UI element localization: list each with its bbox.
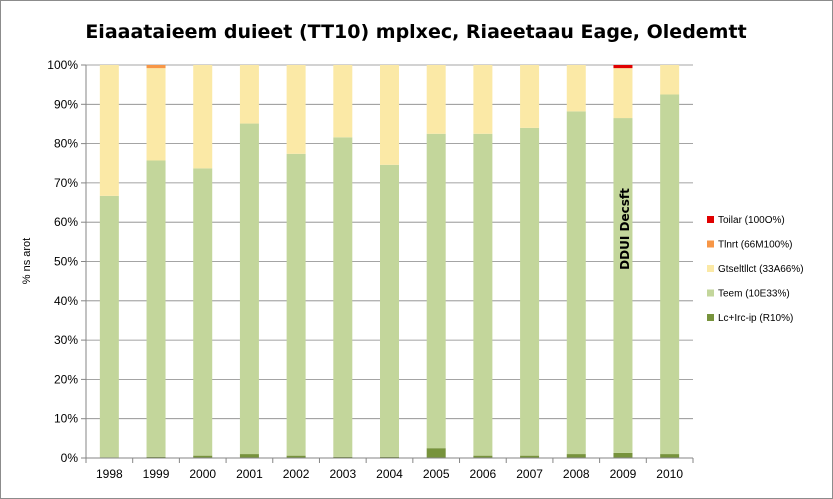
bar-segment xyxy=(426,133,446,449)
y-tick-label: 70% xyxy=(54,176,78,190)
bar-segment xyxy=(146,456,166,458)
bar-segment xyxy=(613,65,633,69)
bar-segment xyxy=(193,65,213,169)
x-tick-label: 2009 xyxy=(610,467,637,481)
x-tick-label: 2005 xyxy=(423,467,450,481)
bar-segment xyxy=(286,65,306,154)
bar-segment xyxy=(520,455,540,458)
bar-segment xyxy=(613,452,633,458)
bar-segment xyxy=(286,455,306,458)
y-tick-label: 100% xyxy=(47,58,78,72)
bar-segment xyxy=(333,65,353,138)
bar-segment xyxy=(146,160,166,457)
legend-label: Gtseltllct (33A66%) xyxy=(718,264,804,275)
bar-segment xyxy=(613,118,633,453)
bar-segment xyxy=(566,65,586,112)
legend-swatch xyxy=(707,314,714,321)
chart-title: Eiaaataieem duieet (TT10) mplxec, Riaeet… xyxy=(85,21,746,43)
y-tick-label: 80% xyxy=(54,137,78,151)
bar-segment xyxy=(380,164,399,457)
x-tick-labels: 1998 1999 2000 2001 2002 2003 2004 2005 2006 2007… xyxy=(96,467,683,481)
bar-segment xyxy=(193,168,213,456)
bar-segment xyxy=(99,195,119,458)
legend-label: Tlnrt (66M100%) xyxy=(718,240,792,251)
bar-segment xyxy=(333,456,353,458)
bar-segment xyxy=(473,65,493,134)
x-tick-label: 2003 xyxy=(329,467,356,481)
x-tick-label: 2004 xyxy=(376,467,403,481)
legend-swatch xyxy=(707,265,714,272)
bar-segment xyxy=(239,123,259,455)
y-tick-label: 30% xyxy=(54,333,78,347)
bar-segment xyxy=(660,94,680,455)
x-tick-label: 2006 xyxy=(470,467,497,481)
x-tick-label: 2010 xyxy=(656,467,683,481)
annotations: DDUI Decsft xyxy=(618,188,632,270)
bar-segment xyxy=(520,65,540,128)
y-tick-labels: 0% 10% 20% 30% 40% 50% 60% 70% 80% 90% 100% xyxy=(47,58,78,465)
legend-label: Lc+Irc-ip (R10%) xyxy=(718,313,793,324)
bar-segment xyxy=(146,68,166,161)
legend-label: Toilar (100O%) xyxy=(718,215,785,226)
y-tick-label: 20% xyxy=(54,372,78,386)
y-tick-label: 50% xyxy=(54,255,78,269)
legend: Toilar (100O%) Tlnrt (66M100%) Gtseltllct … xyxy=(707,215,804,324)
axes xyxy=(81,64,694,463)
x-tick-label: 2007 xyxy=(516,467,543,481)
y-tick-label: 60% xyxy=(54,215,78,229)
y-tick-label: 40% xyxy=(54,294,78,308)
bar-segment xyxy=(613,68,633,119)
bar-segment xyxy=(473,455,493,458)
bar-segment xyxy=(239,454,259,458)
bar-segment xyxy=(660,454,680,458)
bar-segment xyxy=(426,448,446,458)
bar-segment xyxy=(380,456,399,458)
y-tick-label: 90% xyxy=(54,97,78,111)
legend-swatch xyxy=(707,240,714,248)
bar-segment xyxy=(473,133,493,456)
legend-swatch xyxy=(707,216,714,223)
x-tick-label: 1999 xyxy=(143,467,170,481)
y-axis-label: % ns arot xyxy=(21,238,33,284)
bar-segment xyxy=(193,455,213,458)
bar-segment xyxy=(426,65,446,134)
x-tick-label: 2002 xyxy=(283,467,310,481)
bar-segment xyxy=(333,137,353,457)
annotation-label: DDUI Decsft xyxy=(618,188,632,270)
legend-label: Teem (10E33%) xyxy=(718,289,790,300)
bar-segment xyxy=(239,65,259,124)
x-tick-label: 2001 xyxy=(236,467,263,481)
x-tick-label: 2008 xyxy=(563,467,590,481)
bar-segment xyxy=(520,127,540,456)
bar-segment xyxy=(99,65,119,196)
x-tick-label: 1998 xyxy=(96,467,123,481)
y-tick-label: 10% xyxy=(54,412,78,426)
bar-segment xyxy=(286,153,306,456)
bar-segment xyxy=(380,65,399,165)
bar-segment xyxy=(660,65,680,95)
bar-segment xyxy=(566,111,586,455)
y-tick-label: 0% xyxy=(61,451,79,465)
x-tick-label: 2000 xyxy=(189,467,216,481)
bar-series xyxy=(99,65,680,458)
bar-segment xyxy=(146,65,166,69)
legend-swatch xyxy=(707,289,714,297)
bar-segment xyxy=(566,454,586,458)
